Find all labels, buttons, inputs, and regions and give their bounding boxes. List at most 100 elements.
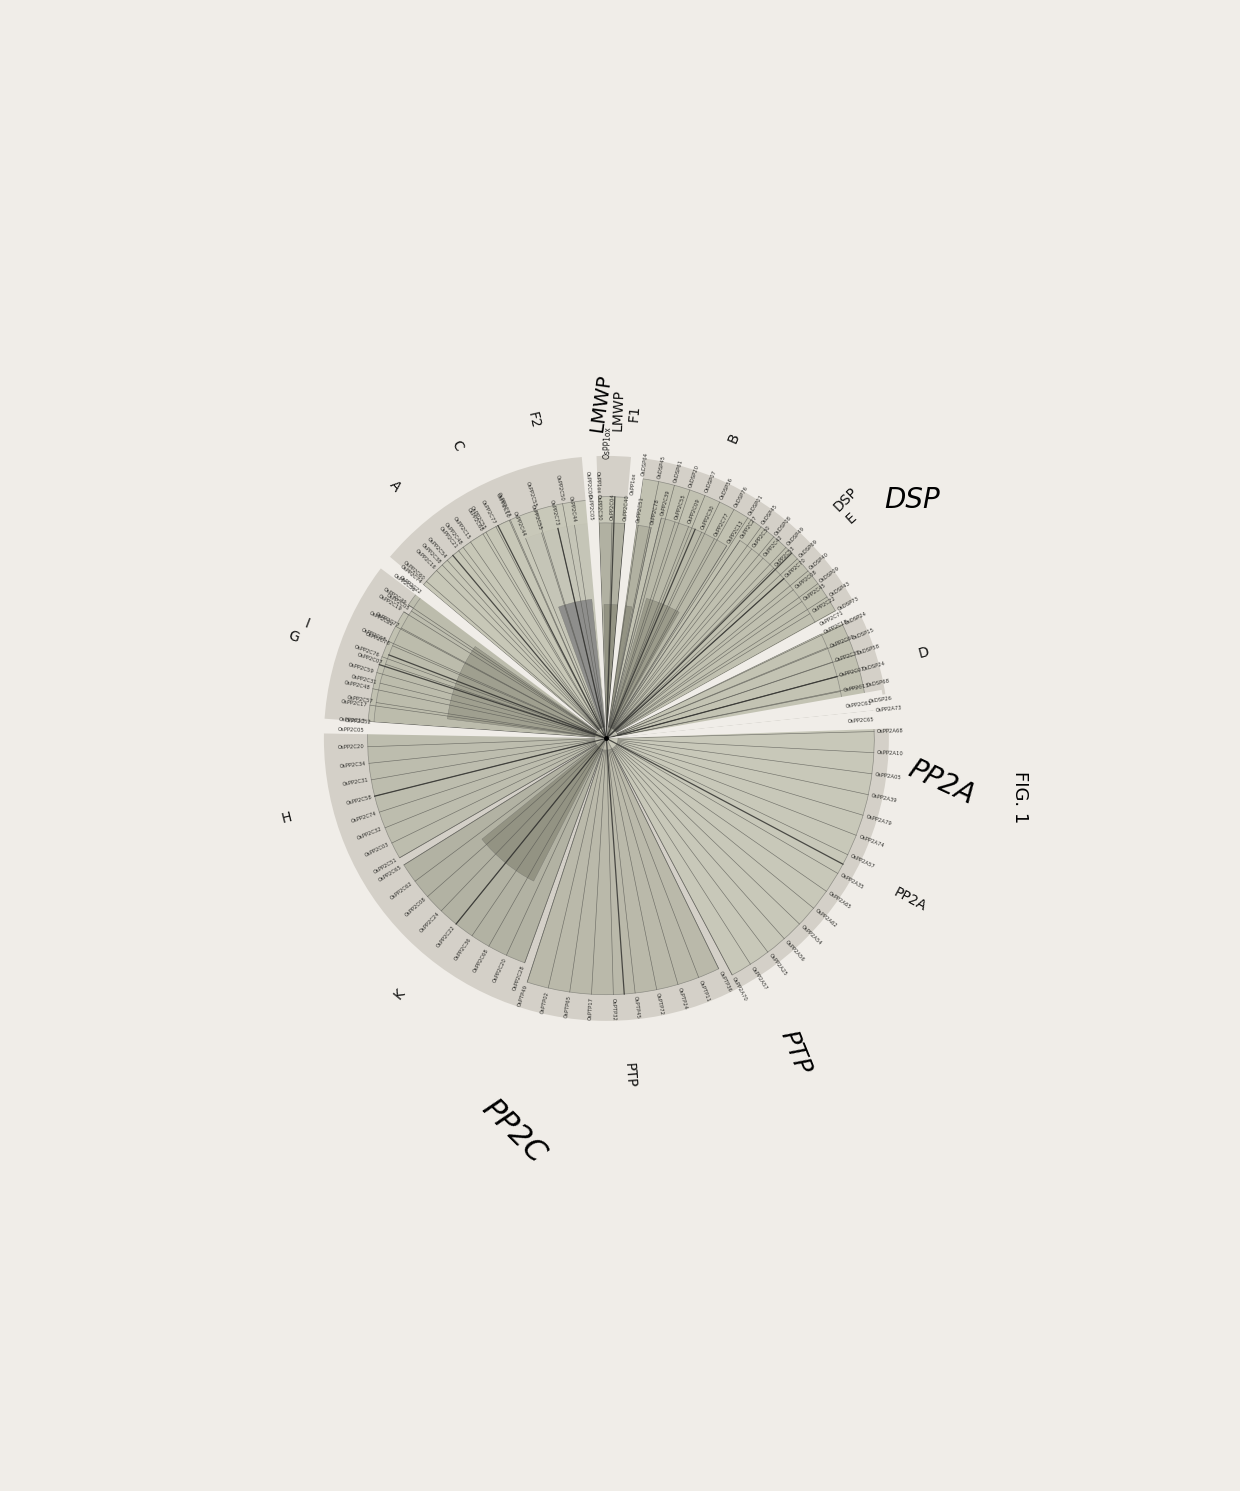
Text: F1: F1 (627, 404, 642, 422)
Text: OsPP2C05: OsPP2C05 (386, 593, 410, 611)
Wedge shape (606, 598, 868, 738)
Wedge shape (582, 447, 606, 738)
Wedge shape (423, 499, 606, 738)
Text: OsPP2C39: OsPP2C39 (660, 489, 671, 516)
Wedge shape (315, 719, 606, 738)
Text: OsPP2C48: OsPP2C48 (444, 522, 464, 547)
Text: OsDSP68: OsDSP68 (866, 678, 890, 687)
Text: OsPP2C36: OsPP2C36 (454, 936, 472, 962)
Text: OsPP2C07: OsPP2C07 (839, 666, 867, 678)
Text: OsPP2C19: OsPP2C19 (377, 593, 403, 613)
Text: OsPTP49: OsPTP49 (517, 984, 528, 1008)
Text: OsPP2C73: OsPP2C73 (549, 499, 559, 526)
Text: LMWP: LMWP (610, 388, 626, 431)
Text: OsPP2C78: OsPP2C78 (650, 498, 660, 525)
Text: OsDSP24: OsDSP24 (862, 661, 887, 672)
Text: OsPP2C51: OsPP2C51 (373, 857, 398, 875)
Text: OsPP2A79: OsPP2A79 (866, 814, 892, 826)
Text: OsDSP43: OsDSP43 (828, 580, 851, 598)
Text: OsPP2C51: OsPP2C51 (636, 495, 645, 523)
Text: OsPP2C30: OsPP2C30 (751, 523, 771, 549)
Text: OsPP2C06: OsPP2C06 (585, 471, 591, 498)
Text: OsPP2C55: OsPP2C55 (469, 505, 486, 531)
Wedge shape (606, 693, 897, 738)
Wedge shape (598, 497, 631, 738)
Text: OsDSP20: OsDSP20 (688, 464, 701, 488)
Wedge shape (374, 595, 606, 738)
Text: OsPP2C05: OsPP2C05 (339, 726, 365, 732)
Text: OsPP2C63: OsPP2C63 (846, 701, 873, 708)
Text: OsPP2C77: OsPP2C77 (374, 611, 399, 629)
Text: OsPP2C76: OsPP2C76 (365, 632, 391, 647)
Text: OsPP2C57: OsPP2C57 (346, 695, 373, 705)
Text: OsPP2C48: OsPP2C48 (343, 680, 371, 690)
Text: OsDSP07: OsDSP07 (704, 470, 718, 494)
Text: OsPP2C40: OsPP2C40 (622, 494, 630, 520)
Text: OsPP2C44: OsPP2C44 (568, 495, 577, 523)
Text: OsPP2C42: OsPP2C42 (763, 534, 785, 558)
Text: K: K (391, 986, 408, 1002)
Text: OsPP2C13: OsPP2C13 (339, 717, 366, 725)
Text: OsPP2C22: OsPP2C22 (398, 574, 422, 595)
Text: OsPP2C28: OsPP2C28 (512, 965, 526, 992)
Text: OsDSP64: OsDSP64 (641, 452, 649, 476)
Wedge shape (599, 523, 651, 738)
Wedge shape (606, 690, 884, 738)
Text: OsPP2C71: OsPP2C71 (818, 610, 844, 628)
Text: OsPP2C31: OsPP2C31 (351, 674, 378, 684)
Text: OsPP2C74: OsPP2C74 (350, 811, 377, 823)
Text: OsPP2C62: OsPP2C62 (389, 881, 414, 901)
Text: OsPP2A57: OsPP2A57 (849, 854, 875, 869)
Text: OsPP2C08: OsPP2C08 (404, 896, 427, 918)
Wedge shape (373, 552, 606, 738)
Text: OsPTP72: OsPTP72 (655, 992, 665, 1015)
Text: OsPP2C21: OsPP2C21 (438, 526, 459, 550)
Text: OsPP2C13: OsPP2C13 (843, 683, 870, 693)
Text: OsPP2C55: OsPP2C55 (525, 482, 537, 508)
Wedge shape (482, 738, 606, 881)
Wedge shape (606, 479, 866, 738)
Text: OsDSP56: OsDSP56 (719, 477, 734, 501)
Text: OsPP1ox: OsPP1ox (630, 473, 637, 495)
Wedge shape (606, 449, 647, 738)
Wedge shape (367, 731, 606, 857)
Text: OsPP2C16: OsPP2C16 (414, 547, 436, 570)
Text: OsPP2C22: OsPP2C22 (368, 610, 394, 628)
Text: OsPP2C04: OsPP2C04 (610, 494, 615, 520)
Text: OsPP2C09: OsPP2C09 (687, 498, 702, 525)
Text: OsDSP15: OsDSP15 (851, 628, 875, 641)
Text: D: D (918, 646, 931, 662)
Text: OsPP2C44: OsPP2C44 (512, 510, 527, 537)
Text: OsPP2A57: OsPP2A57 (750, 965, 769, 990)
Text: OsDSP40: OsDSP40 (808, 552, 831, 571)
Text: OsPP2C10: OsPP2C10 (495, 492, 511, 519)
Text: OsPTP32: OsPTP32 (611, 997, 616, 1020)
Text: OsPP2C52: OsPP2C52 (345, 717, 371, 725)
Text: OsPP2C07: OsPP2C07 (357, 653, 383, 665)
Text: DSP: DSP (884, 486, 940, 513)
Text: FIG. 1: FIG. 1 (1011, 771, 1029, 823)
Wedge shape (527, 738, 719, 994)
Text: OsPP2C59: OsPP2C59 (347, 662, 374, 674)
Text: G: G (286, 628, 300, 646)
Wedge shape (606, 708, 898, 738)
Text: C: C (449, 438, 465, 453)
Text: OsPP2C55: OsPP2C55 (531, 504, 543, 531)
Text: PP2C: PP2C (476, 1094, 551, 1169)
Text: OsPP2C35: OsPP2C35 (835, 650, 862, 663)
Text: OsPP2C50: OsPP2C50 (554, 474, 564, 501)
Text: OsPP2A54: OsPP2A54 (800, 924, 822, 947)
Text: OsPP2A56: OsPP2A56 (785, 939, 806, 963)
Text: OsPP2A35: OsPP2A35 (839, 872, 864, 890)
Text: H: H (280, 810, 294, 826)
Text: OsPP2C60: OsPP2C60 (403, 561, 425, 581)
Text: OsPP2C36: OsPP2C36 (392, 573, 417, 593)
Text: OsDSP01: OsDSP01 (748, 494, 765, 517)
Text: OsPP2C20: OsPP2C20 (339, 744, 365, 750)
Text: OsPTP02: OsPTP02 (539, 990, 551, 1014)
Text: OsPP2C34: OsPP2C34 (340, 762, 366, 769)
Text: OsPP2C74: OsPP2C74 (399, 564, 423, 584)
Text: OsPTP45: OsPTP45 (632, 996, 641, 1018)
Text: OsPP2A70: OsPP2A70 (732, 977, 748, 1002)
Text: OsDSP08: OsDSP08 (774, 514, 792, 537)
